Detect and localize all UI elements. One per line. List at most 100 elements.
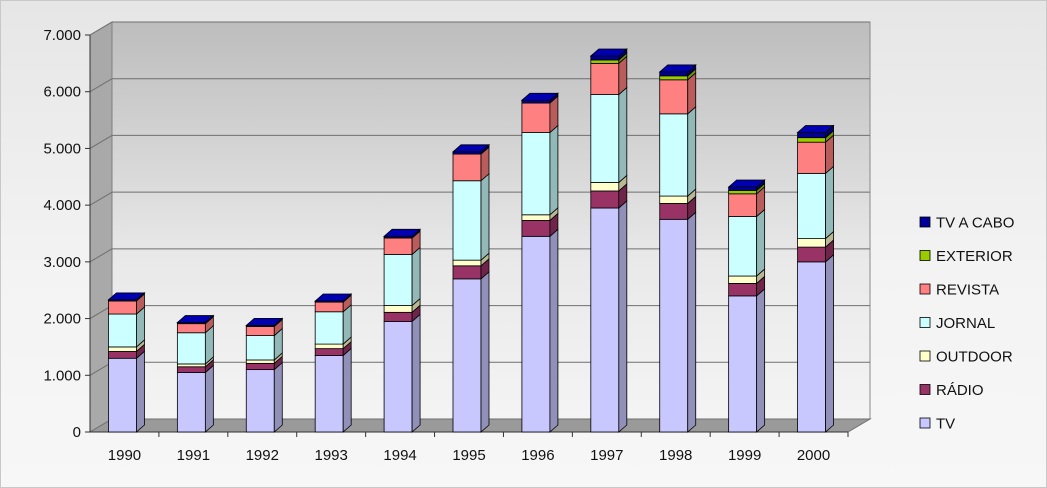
bar-segment xyxy=(797,134,834,175)
bar-side xyxy=(411,246,421,307)
bar-front xyxy=(383,237,413,255)
bar-side xyxy=(549,228,559,433)
bar-front xyxy=(452,153,482,182)
x-tick-label: 1992 xyxy=(246,447,279,464)
bar-front xyxy=(521,99,551,104)
bar-segment xyxy=(176,314,215,325)
bar-front xyxy=(245,335,275,361)
bar-segment xyxy=(728,288,766,433)
legend-item: TV A CABO xyxy=(919,215,1014,232)
bar-front xyxy=(590,94,620,183)
bar-top xyxy=(451,144,491,153)
bar-front xyxy=(659,113,689,197)
bar-segment xyxy=(659,211,697,433)
bar-top xyxy=(383,228,422,237)
bar-segment xyxy=(659,105,697,197)
bar-side xyxy=(687,105,697,197)
bar-side xyxy=(549,124,559,216)
legend-label: EXTERIOR xyxy=(936,248,1013,265)
y-tick-label: 0 xyxy=(73,424,81,441)
bar-front xyxy=(521,132,551,216)
bar-front xyxy=(383,254,413,306)
bar-side xyxy=(825,165,834,240)
bar-front xyxy=(797,246,826,263)
bar-front xyxy=(728,216,758,277)
bar-front xyxy=(590,207,620,433)
x-tick-label: 1995 xyxy=(452,447,485,464)
bar-segment xyxy=(452,270,490,433)
y-tick-label: 3.000 xyxy=(43,254,81,271)
legend-swatch xyxy=(919,250,931,261)
bar-top xyxy=(176,315,215,323)
bar-front xyxy=(108,346,137,352)
x-tick-label: 1999 xyxy=(728,447,761,464)
bar-side xyxy=(342,347,352,433)
gridline-side xyxy=(89,248,113,263)
bar-front xyxy=(452,278,482,433)
bar-front xyxy=(728,193,758,217)
y-tick-label: 1.000 xyxy=(43,367,81,384)
bar-front xyxy=(659,75,689,81)
bar-front xyxy=(245,369,275,433)
bar-segment xyxy=(245,361,283,433)
legend-item: OUTDOOR xyxy=(919,349,1013,366)
bar-front xyxy=(728,186,758,191)
bar-segment xyxy=(108,350,145,433)
bar-top xyxy=(796,125,835,133)
bar-front xyxy=(314,311,344,345)
bar-front xyxy=(314,348,344,356)
gridline-side xyxy=(89,134,113,149)
bar-segment xyxy=(590,86,628,184)
bar-front xyxy=(659,79,689,115)
bar-top xyxy=(520,92,559,101)
bar-side xyxy=(411,313,421,433)
bar-front xyxy=(314,355,344,433)
gridline-side xyxy=(89,78,113,93)
x-tick-label: 1998 xyxy=(659,447,692,464)
bar-segment xyxy=(314,293,353,304)
bar-front xyxy=(521,235,551,433)
x-tick-label: 1996 xyxy=(521,447,554,464)
bar-top xyxy=(107,292,146,301)
bar-front xyxy=(590,59,620,64)
legend-swatch xyxy=(919,216,931,228)
x-tick-label: 1994 xyxy=(383,447,416,464)
bar-segment xyxy=(589,48,628,61)
legend-item: JORNAL xyxy=(919,315,995,332)
bar-segment xyxy=(590,200,628,433)
bar-front xyxy=(176,363,206,368)
bar-segment xyxy=(796,124,835,139)
bars xyxy=(107,48,835,433)
x-tick-label: 1990 xyxy=(108,447,141,464)
bar-front xyxy=(383,311,413,322)
bar-segment xyxy=(659,71,697,115)
bar-segment xyxy=(314,303,352,345)
bar-front xyxy=(176,366,206,373)
bar-segment xyxy=(107,291,146,302)
x-tick-label: 1993 xyxy=(314,447,347,464)
bar-top xyxy=(245,317,284,326)
legend-item: EXTERIOR xyxy=(919,248,1013,265)
legend-label: TV A CABO xyxy=(936,215,1014,232)
bar-segment xyxy=(245,327,283,361)
bar-segment xyxy=(521,95,559,134)
bar-side xyxy=(136,350,145,433)
bar-top xyxy=(589,48,628,57)
bar-segment xyxy=(108,306,145,348)
bar-front xyxy=(245,362,275,371)
bar-side xyxy=(756,208,766,277)
bar-front xyxy=(383,321,413,433)
bar-front xyxy=(452,259,482,267)
legend: TV A CABO EXTERIOR REVISTA JORNAL OUTDOOR RÁD… xyxy=(919,215,1014,433)
bar-side xyxy=(204,364,214,433)
bar-front xyxy=(245,359,275,364)
bar-front xyxy=(521,102,551,133)
bar-segment xyxy=(521,124,559,216)
bar-side xyxy=(687,211,697,433)
bar-front xyxy=(728,275,758,284)
bar-segment xyxy=(520,92,559,104)
bar-front xyxy=(797,132,826,139)
bar-front xyxy=(521,220,551,237)
bar-segment xyxy=(314,347,352,433)
bar-front xyxy=(108,357,137,433)
